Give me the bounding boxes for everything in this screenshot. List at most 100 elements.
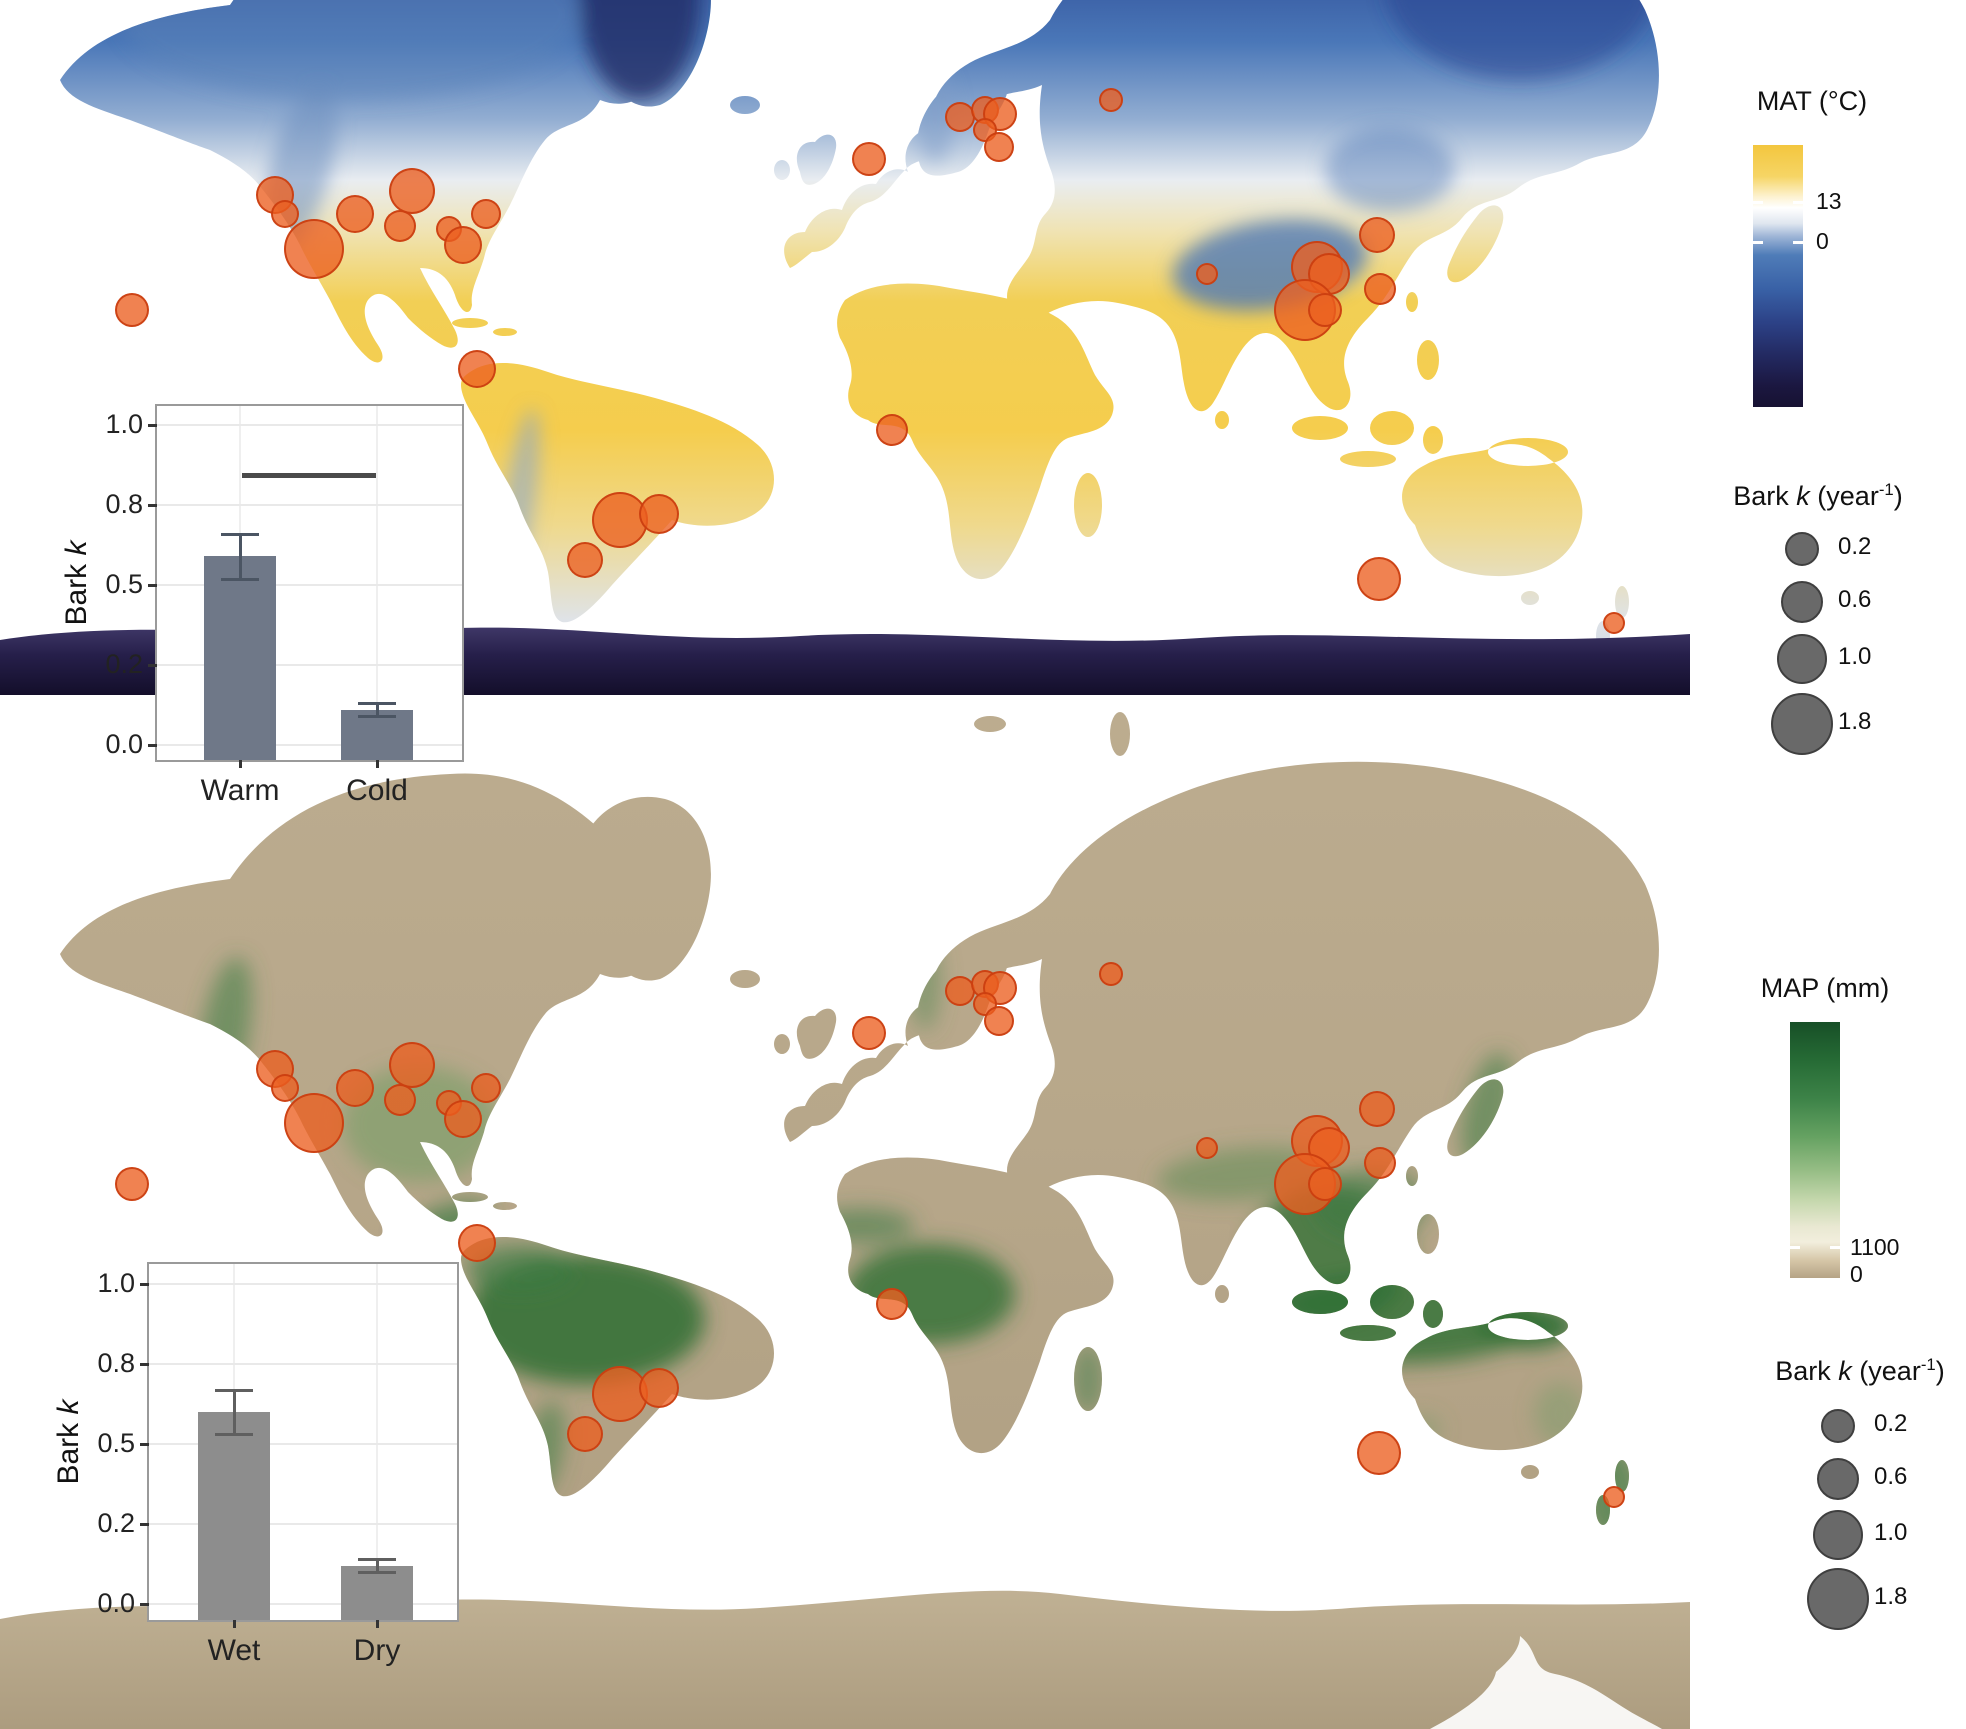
legend-size-value: 0.2 bbox=[1874, 1410, 1908, 1437]
legend-size-value: 0.6 bbox=[1838, 586, 1872, 613]
y-axis-tick-label: 0.0 bbox=[97, 1588, 135, 1618]
y-axis-tick-label: 0.8 bbox=[105, 489, 143, 519]
y-axis-tick-mark bbox=[148, 504, 157, 507]
y-axis-tick-label: 0.8 bbox=[97, 1348, 135, 1378]
x-axis-category-label: Warm bbox=[200, 774, 280, 807]
error-bar-cap-upper bbox=[358, 1558, 396, 1562]
y-axis-tick-mark bbox=[148, 424, 157, 427]
bark-size-legend-title-bottom: Bark k (year-1) bbox=[1730, 1355, 1966, 1387]
legend-size-value: 0.6 bbox=[1874, 1463, 1908, 1490]
gridline-horizontal bbox=[149, 1443, 457, 1445]
error-bar-cap-upper bbox=[221, 532, 259, 536]
mat-tick-mark bbox=[1753, 241, 1763, 244]
legend-title-text: ) bbox=[1935, 1356, 1945, 1386]
error-bar-cap-lower bbox=[358, 715, 396, 719]
y-axis-tick-mark bbox=[140, 1363, 149, 1366]
error-bar-line bbox=[376, 703, 379, 717]
y-axis-title: Bark k bbox=[52, 1399, 85, 1485]
map-colorbar-title: MAP (mm) bbox=[1760, 973, 1890, 1003]
mat-tick-mark bbox=[1793, 201, 1803, 204]
y-axis-tick-label: 0.2 bbox=[97, 1508, 135, 1538]
legend-title-text: Bark bbox=[1775, 1356, 1839, 1386]
gridline-horizontal bbox=[157, 664, 462, 666]
antarctica-bay-notch bbox=[1430, 1636, 1662, 1729]
legend-size-circle bbox=[1817, 1458, 1859, 1500]
mat-colorbar-title: MAT (°C) bbox=[1756, 86, 1868, 116]
map-colorbar bbox=[1790, 1022, 1840, 1278]
mat-tick-0: 0 bbox=[1816, 228, 1829, 254]
x-axis-category-label: Dry bbox=[353, 1634, 401, 1667]
gridline-horizontal bbox=[157, 424, 462, 426]
legend-size-circle bbox=[1781, 581, 1823, 623]
x-axis-tick-mark bbox=[239, 760, 242, 768]
legend-size-circle bbox=[1807, 1568, 1869, 1630]
legend-title-superscript: -1 bbox=[1878, 480, 1894, 499]
x-axis-category-label: Cold bbox=[346, 774, 408, 807]
legend-size-value: 1.0 bbox=[1874, 1519, 1908, 1546]
legend-size-circle bbox=[1813, 1510, 1863, 1560]
inset-bar-chart-wet-dry: 1.0 0.8 0.5 0.2 0.0 Wet Dry Bark k bbox=[52, 1262, 459, 1667]
bar-dry bbox=[341, 1565, 413, 1620]
map-tick-1100: 1100 bbox=[1850, 1234, 1900, 1260]
legend-size-circle bbox=[1777, 634, 1827, 684]
y-axis-tick-label: 0.5 bbox=[97, 1428, 135, 1458]
gridline-vertical bbox=[376, 406, 378, 760]
map-tick-mark bbox=[1830, 1246, 1840, 1249]
error-bar-cap-lower bbox=[215, 1433, 253, 1437]
x-axis-tick-mark bbox=[233, 1620, 236, 1628]
mat-colorbar bbox=[1753, 145, 1803, 407]
error-bar-cap-lower bbox=[358, 1571, 396, 1574]
y-axis-tick-label: 1.0 bbox=[105, 409, 143, 439]
mat-tick-mark bbox=[1753, 201, 1763, 204]
y-axis-tick-label: 0.0 bbox=[105, 729, 143, 759]
gridline-horizontal bbox=[149, 1523, 457, 1525]
legend-title-italic-k: k bbox=[1838, 1356, 1852, 1386]
legend-size-value: 1.8 bbox=[1838, 708, 1872, 735]
bark-size-legend-title-top: Bark k (year-1) bbox=[1688, 480, 1948, 512]
legend-title-superscript: -1 bbox=[1920, 1355, 1936, 1374]
legend-title-text: (year bbox=[1851, 1356, 1921, 1386]
legend-size-circle bbox=[1785, 532, 1819, 566]
gridline-horizontal bbox=[149, 1363, 457, 1365]
inset-bar-chart-warm-cold: 1.0 0.8 0.5 0.2 0.0 Warm Cold Bark k bbox=[60, 404, 464, 807]
legend-size-value: 0.2 bbox=[1838, 533, 1872, 560]
y-axis-tick-mark bbox=[140, 1603, 149, 1606]
y-axis-tick-mark bbox=[148, 744, 157, 747]
legend-title-text: (year bbox=[1809, 481, 1879, 511]
legend-size-circle bbox=[1821, 1409, 1855, 1443]
y-axis-tick-label: 0.5 bbox=[105, 569, 143, 599]
y-axis-tick-label: 0.2 bbox=[105, 649, 143, 679]
y-axis-title: Bark k bbox=[60, 540, 93, 626]
mat-tick-mark bbox=[1793, 241, 1803, 244]
legend-title-italic-k: k bbox=[1796, 481, 1810, 511]
error-bar-line bbox=[376, 1559, 379, 1572]
antarctica-map bbox=[0, 1590, 1690, 1729]
error-bar-cap-lower bbox=[221, 577, 259, 581]
gridline-vertical bbox=[376, 1264, 378, 1620]
legend-size-value: 1.8 bbox=[1874, 1583, 1908, 1610]
y-axis-tick-mark bbox=[148, 584, 157, 587]
map-tick-mark bbox=[1790, 1246, 1800, 1249]
y-axis-tick-label: 1.0 bbox=[97, 1268, 135, 1298]
y-axis-tick-mark bbox=[140, 1523, 149, 1526]
gridline-horizontal bbox=[157, 584, 462, 586]
error-bar-line bbox=[233, 1389, 236, 1435]
y-axis-tick-mark bbox=[140, 1283, 149, 1286]
legend-size-value: 1.0 bbox=[1838, 643, 1872, 670]
error-bar-cap-upper bbox=[215, 1388, 253, 1392]
significance-line bbox=[242, 473, 376, 478]
gridline-horizontal bbox=[149, 1283, 457, 1285]
y-axis-tick-mark bbox=[140, 1443, 149, 1446]
map-tick-0: 0 bbox=[1850, 1261, 1863, 1287]
legend-size-circle bbox=[1771, 693, 1833, 755]
bar-wet bbox=[198, 1412, 270, 1620]
cold-mountain-regions bbox=[120, 0, 1655, 592]
error-bar-line bbox=[239, 533, 242, 579]
legend-title-text: ) bbox=[1893, 481, 1903, 511]
bar-warm bbox=[204, 556, 276, 760]
x-axis-tick-mark bbox=[376, 1620, 379, 1628]
x-axis-category-label: Wet bbox=[207, 1634, 261, 1667]
gridline-horizontal bbox=[149, 1603, 457, 1605]
gridline-horizontal bbox=[157, 504, 462, 506]
